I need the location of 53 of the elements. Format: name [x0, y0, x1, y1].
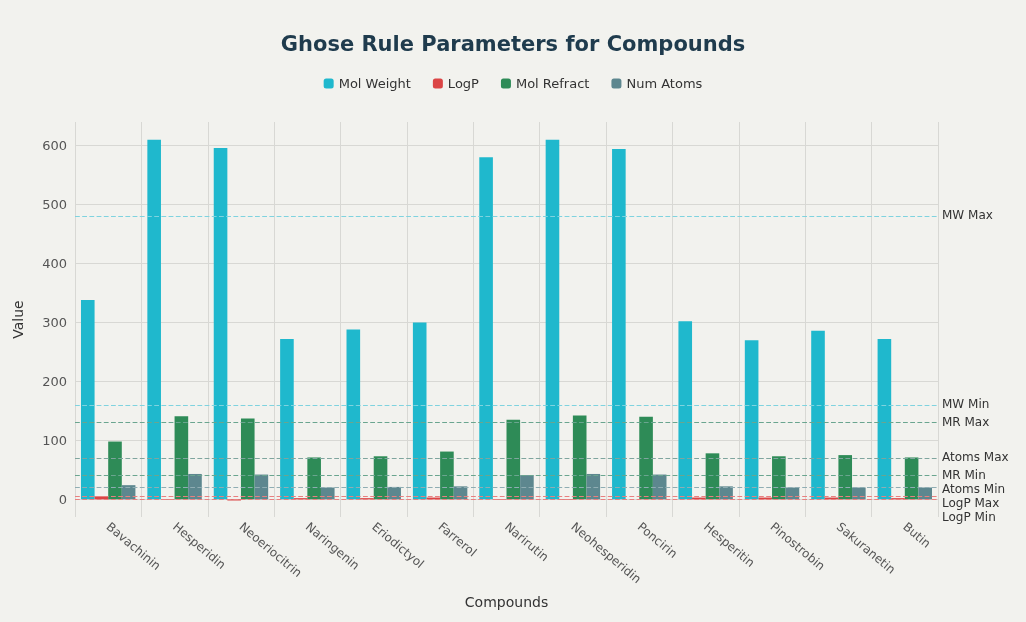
bar: [520, 475, 534, 500]
bar: [772, 456, 786, 500]
bar: [147, 139, 161, 500]
x-axis-title: Compounds: [464, 594, 549, 610]
bar: [678, 321, 693, 500]
ref-line-label: MW Max: [942, 208, 993, 223]
bar: [240, 418, 255, 500]
legend-label: LogP: [447, 76, 480, 91]
bar: [412, 322, 427, 500]
y-tick-label: 400: [42, 255, 67, 271]
bar: [80, 300, 95, 500]
bar: [838, 455, 853, 500]
ref-line-label: LogP Max: [942, 495, 1000, 510]
bar: [373, 456, 388, 500]
legend-label: Mol Refract: [515, 76, 590, 91]
y-axis-title: Value: [10, 300, 26, 339]
bar: [572, 415, 587, 500]
y-tick-label: 600: [42, 138, 67, 154]
bar: [213, 147, 228, 500]
bar: [877, 338, 892, 500]
ref-line-label: MR Max: [942, 414, 990, 429]
bar: [320, 487, 335, 500]
bar: [479, 157, 493, 500]
bar: [918, 487, 933, 500]
chart-title: Ghose Rule Parameters for Compounds: [280, 31, 746, 56]
bar: [811, 330, 825, 500]
bar: [612, 149, 626, 500]
y-tick-label: 200: [42, 373, 67, 389]
bar: [586, 473, 601, 500]
ref-line-label: MW Min: [942, 396, 990, 411]
y-tick-label: 0: [58, 491, 67, 507]
bar: [705, 453, 720, 500]
bar: [639, 416, 653, 500]
bar: [280, 338, 294, 500]
ref-line-label: Atoms Max: [942, 450, 1009, 465]
y-tick-label: 300: [42, 314, 67, 330]
legend-label: Num Atoms: [626, 76, 703, 91]
bar: [108, 441, 122, 500]
bar: [188, 473, 202, 500]
bar: [440, 451, 454, 500]
ref-line-label: Atoms Min: [942, 481, 1006, 496]
ref-line-label: LogP Min: [942, 509, 996, 524]
bar: [307, 457, 321, 500]
y-tick-label: 100: [42, 432, 67, 448]
bar: [852, 487, 866, 500]
y-tick-label: 500: [42, 197, 67, 213]
ref-line-label: MR Min: [942, 467, 986, 482]
bar: [174, 416, 189, 500]
bar: [744, 340, 759, 500]
bar: [545, 139, 560, 500]
bar: [346, 329, 361, 500]
legend-label: Mol Weight: [338, 76, 411, 91]
bar: [506, 419, 521, 500]
